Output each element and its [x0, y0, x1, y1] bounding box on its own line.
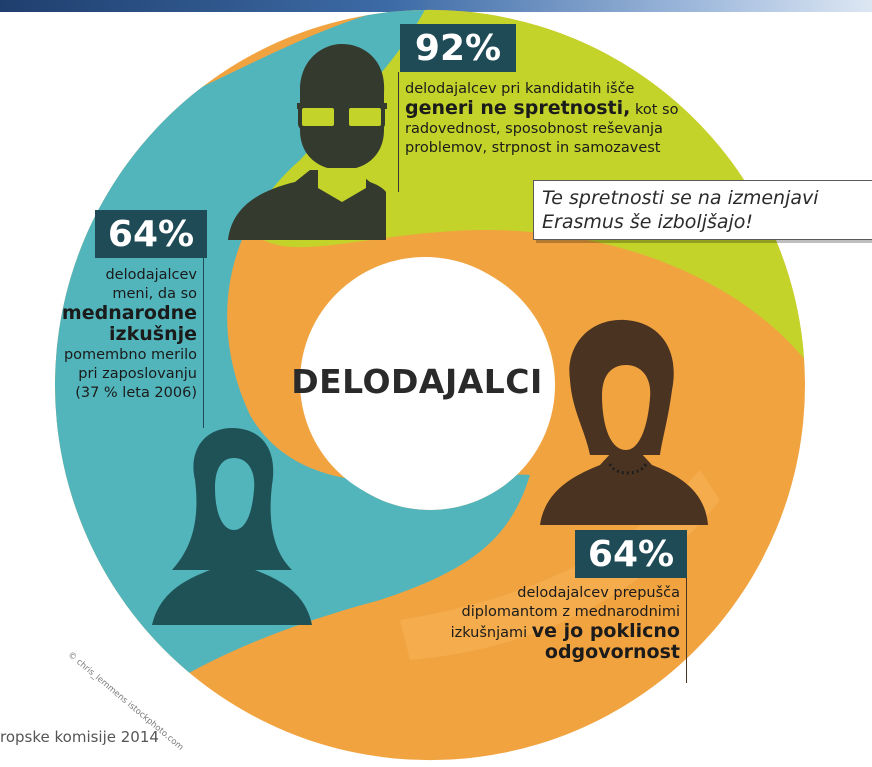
callout-line1: Te spretnosti se na izmenjavi — [542, 187, 819, 209]
center-circle — [300, 257, 550, 507]
stat-bottom-line1: delodajalcev prepušča — [517, 585, 680, 601]
stat-left-bold2: izkušnje — [109, 323, 197, 345]
teal-segment — [54, 9, 530, 760]
woman-long-hair-icon — [152, 428, 312, 625]
stat-left-bold1: mednarodne — [61, 302, 197, 324]
stat-bottom-line2: diplomantom z mednarodnimi — [461, 604, 680, 620]
stat-bottom-line3-rest: izkušnjami — [450, 625, 532, 641]
woman-short-hair-icon — [540, 319, 708, 525]
stat-bottom-bold1: ve jo poklicno — [531, 620, 680, 642]
stat-top-line2-rest: kot so — [630, 102, 679, 118]
stat-left-text: delodajalcev meni, da so mednarodne izku… — [20, 266, 197, 403]
callout-line2: Erasmus še izboljšajo! — [542, 211, 754, 233]
stat-left-line7: (37 % leta 2006) — [75, 385, 197, 401]
top-banner-strip — [0, 0, 872, 12]
stat-top-line4: problemov, strpnost in samozavest — [405, 140, 661, 156]
stat-left-line3: mednarodne — [20, 304, 197, 325]
stat-bottom-divider — [686, 578, 687, 683]
source-footer: ropske komisije 2014 — [0, 728, 159, 746]
stat-bottom-bold2: odgovornost — [544, 641, 680, 663]
stat-top-percent: 92% — [400, 24, 516, 72]
stat-top-line3: radovednost, sposobnost reševanja — [405, 121, 663, 137]
center-label: DELODAJALCI — [291, 362, 543, 401]
stat-top-line2: generi ne spretnosti, kot so — [405, 99, 715, 120]
stat-bottom-percent: 64% — [575, 530, 687, 578]
stat-left-line5: pomembno merilo — [63, 347, 197, 363]
stat-left-divider — [203, 258, 204, 428]
man-with-glasses-icon — [228, 44, 387, 240]
stat-top-bold: generi ne spretnosti, — [405, 97, 631, 119]
stat-top-divider — [398, 72, 399, 192]
stat-top-text: delodajalcev pri kandidatih išče generi … — [405, 80, 715, 158]
stat-bottom-text: delodajalcev prepušča diplomantom z medn… — [370, 584, 680, 664]
stat-left-line6: pri zaposlovanju — [78, 366, 197, 382]
stat-bottom-line3: izkušnjami ve jo poklicno — [370, 622, 680, 643]
stat-left-line1: delodajalcev — [105, 267, 197, 283]
stat-left-percent: 64% — [95, 210, 207, 258]
stat-top-line1: delodajalcev pri kandidatih išče — [405, 81, 635, 97]
callout-box: Te spretnosti se na izmenjavi Erasmus še… — [533, 180, 872, 240]
stat-left-line4: izkušnje — [20, 325, 197, 346]
stat-left-line2: meni, da so — [112, 286, 197, 302]
stat-bottom-line4: odgovornost — [370, 643, 680, 664]
